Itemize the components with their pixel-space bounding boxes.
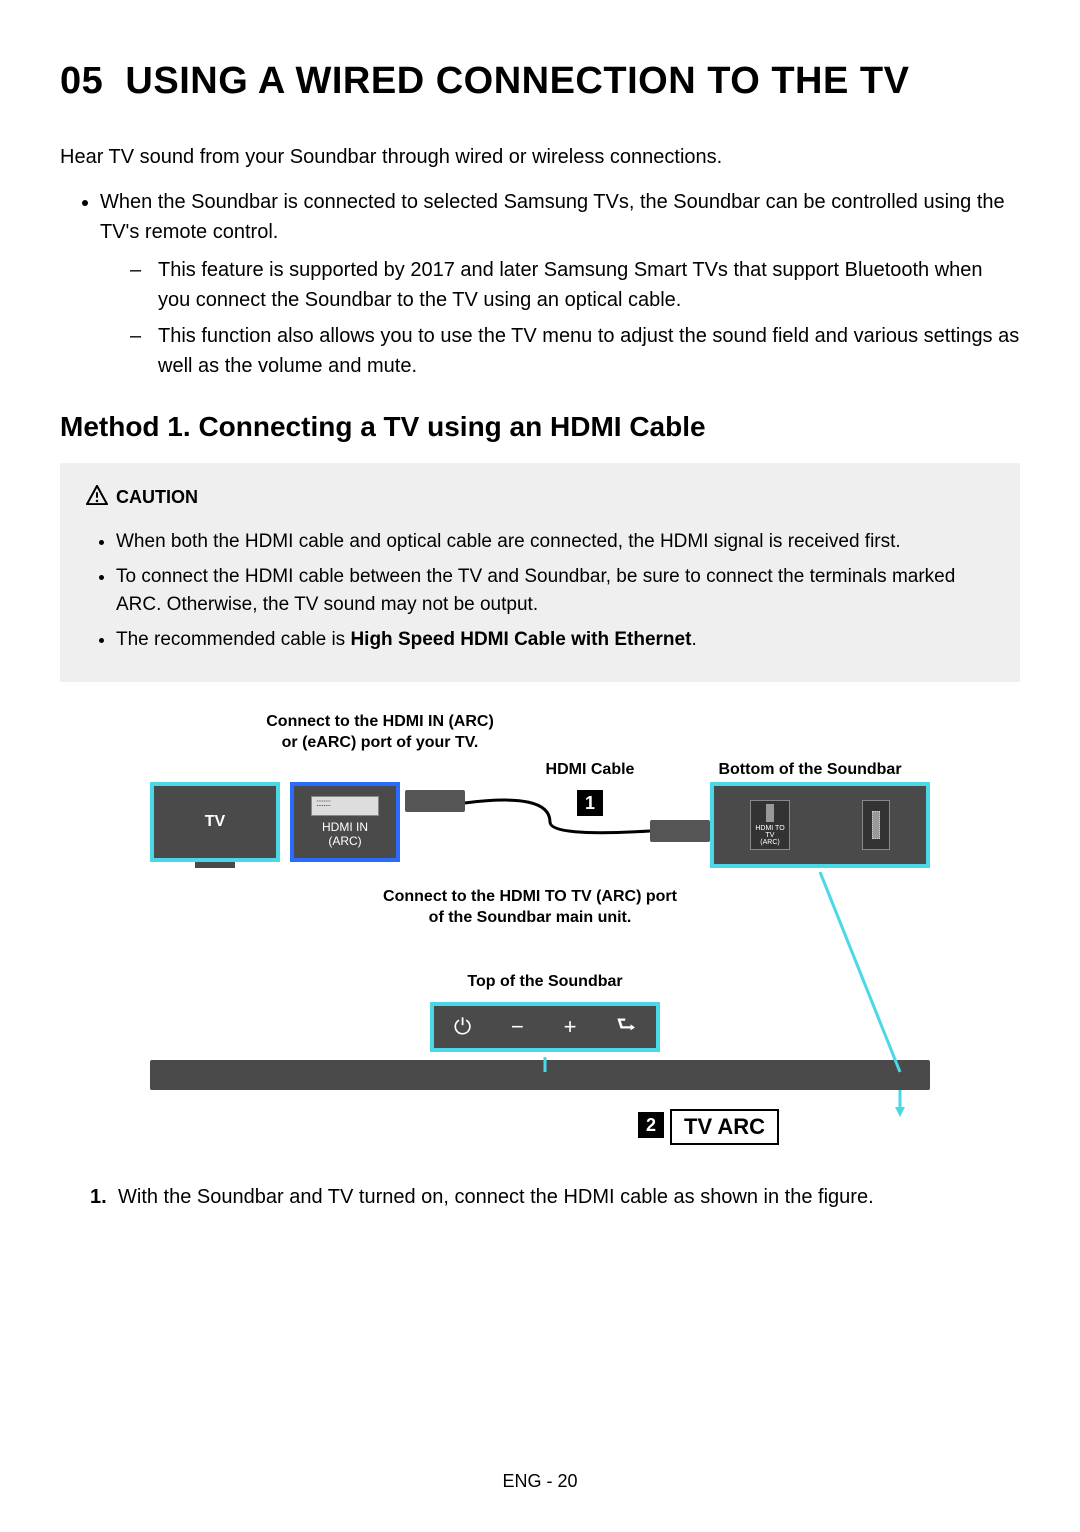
caution-box: CAUTION When both the HDMI cable and opt…	[60, 463, 1020, 682]
intro-text: Hear TV sound from your Soundbar through…	[60, 143, 1020, 171]
source-icon: ⮑	[616, 1008, 636, 1046]
recommend-suffix: .	[691, 629, 696, 650]
soundbar-top-panel: ⏻ − + ⮑	[430, 1002, 660, 1052]
list-item: To connect the HDMI cable between the TV…	[116, 563, 994, 620]
tv-stand	[195, 862, 235, 868]
hdmi-plug-icon	[405, 790, 465, 812]
hdmi-to-tv-port: HDMI TO TV (ARC)	[750, 800, 790, 850]
list-item: 1. With the Soundbar and TV turned on, c…	[90, 1182, 1020, 1212]
hdmi-plug-icon	[650, 820, 710, 842]
soundbar-front	[150, 1060, 930, 1090]
hdmi-to-tv-label: HDMI TO TV (ARC)	[751, 825, 789, 846]
list-item: This function also allows you to use the…	[130, 321, 1020, 381]
list-item: The recommended cable is High Speed HDMI…	[116, 626, 994, 655]
diagram-label-top: Connect to the HDMI IN (ARC) or (eARC) p…	[240, 712, 520, 754]
caution-header: CAUTION	[86, 485, 994, 510]
step-badge-1: 1	[577, 790, 603, 816]
connection-diagram: Connect to the HDMI IN (ARC) or (eARC) p…	[150, 712, 930, 1152]
tv-label: TV	[205, 813, 225, 831]
aux-port-icon	[862, 800, 890, 850]
step-number: 1.	[90, 1182, 107, 1212]
power-icon: ⏻	[454, 1014, 471, 1040]
step-text: With the Soundbar and TV turned on, conn…	[118, 1186, 874, 1208]
section-heading: 05 USING A WIRED CONNECTION TO THE TV	[60, 60, 1020, 103]
bottom-soundbar-label: Bottom of the Soundbar	[705, 760, 915, 781]
top-soundbar-label: Top of the Soundbar	[445, 972, 645, 993]
section-number: 05	[60, 60, 103, 102]
hdmi-port-icon	[311, 796, 379, 816]
sub-list: This feature is supported by 2017 and la…	[100, 255, 1020, 381]
hdmi-in-label: HDMI IN (ARC)	[322, 820, 368, 848]
method-heading: Method 1. Connecting a TV using an HDMI …	[60, 411, 1020, 443]
minus-icon: −	[511, 1014, 524, 1040]
recommend-bold: High Speed HDMI Cable with Ethernet	[350, 629, 691, 650]
intro-bullet-list: When the Soundbar is connected to select…	[60, 187, 1020, 381]
list-item: This feature is supported by 2017 and la…	[130, 255, 1020, 315]
page-footer: ENG - 20	[0, 1471, 1080, 1492]
step-badge-2: 2	[638, 1112, 664, 1138]
plus-icon: +	[564, 1014, 577, 1040]
hdmi-cable-label: HDMI Cable	[530, 760, 650, 781]
hdmi-in-panel: HDMI IN (ARC)	[290, 782, 400, 862]
list-item: When both the HDMI cable and optical cab…	[116, 528, 994, 557]
tv-arc-badge: TV ARC	[670, 1109, 779, 1145]
caution-label: CAUTION	[116, 487, 198, 508]
list-item: When the Soundbar is connected to select…	[100, 187, 1020, 381]
diagram-mid-label: Connect to the HDMI TO TV (ARC) port of …	[350, 887, 710, 929]
caution-list: When both the HDMI cable and optical cab…	[86, 528, 994, 654]
section-title: USING A WIRED CONNECTION TO THE TV	[125, 60, 909, 102]
soundbar-bottom-panel: HDMI TO TV (ARC)	[710, 782, 930, 868]
bullet-text: When the Soundbar is connected to select…	[100, 191, 1005, 243]
tv-device: TV	[150, 782, 280, 862]
recommend-prefix: The recommended cable is	[116, 629, 350, 650]
instruction-steps: 1. With the Soundbar and TV turned on, c…	[60, 1182, 1020, 1212]
warning-icon	[86, 485, 108, 510]
